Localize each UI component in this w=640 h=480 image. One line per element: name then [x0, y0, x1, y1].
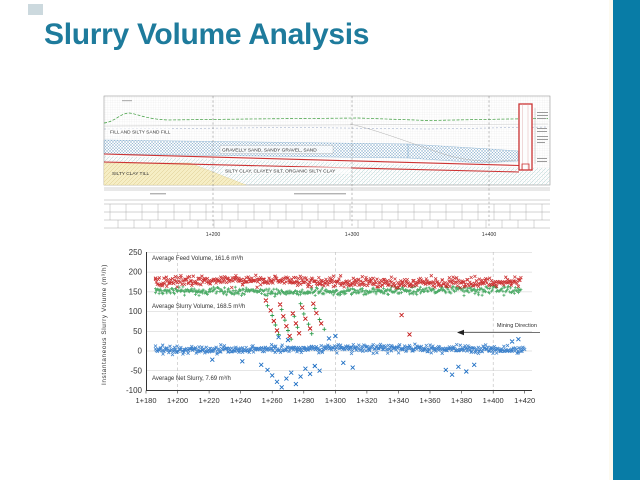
layer-gravelly-sand-pocket: [407, 143, 519, 164]
x-tick-label: 1+240: [230, 396, 251, 405]
mining-direction-label: Mining Direction: [497, 323, 537, 329]
cross-section-figure: FILL AND SILTY SAND FILL GRAVELLY SAND, …: [103, 95, 551, 238]
x-tick-label: 1+360: [419, 396, 440, 405]
ground-line: [103, 123, 549, 127]
y-tick-label: 50: [133, 327, 142, 336]
scatter-slurry: [154, 284, 523, 298]
shaft-tiny-labels: [537, 112, 548, 162]
layer-label-till: SILTY CLAY TILL: [112, 171, 149, 177]
y-axis-title: Instantaneous Slurry Volume (m³/h): [101, 264, 108, 385]
x-tick-label: 1+280: [293, 396, 314, 405]
y-tick-label: -50: [130, 366, 142, 375]
y-tick-label: 0: [138, 347, 143, 356]
y-tick-label: 250: [129, 248, 143, 257]
red-boundary-upper: [103, 153, 520, 167]
layer-label-clay: SILTY CLAY, CLAYEY SILT, ORGANIC SILTY C…: [225, 169, 336, 175]
water-dashed-line: [103, 126, 549, 130]
strip-tiny-text-2: [294, 193, 346, 195]
x-tick-label: 1+220: [199, 396, 220, 405]
layer-label-fill: FILL AND SILTY SAND FILL: [110, 130, 171, 136]
layer-label-gravel: GRAVELLY SAND, SANDY GRAVEL, SAND: [222, 148, 317, 154]
label-backing-fill: [108, 128, 172, 135]
x-tick-label: 1+300: [325, 396, 346, 405]
x-tick-label: 1+200: [167, 396, 188, 405]
x-tick-label: 1+260: [262, 396, 283, 405]
label-backing-clay: [223, 167, 351, 174]
x-tick-label: 1+180: [135, 396, 156, 405]
scatter-outliers-net: [209, 333, 521, 390]
station-dashed-lines: [212, 96, 490, 228]
shaft-bottom-box: [521, 163, 530, 171]
surface-dashed-line: [103, 112, 549, 124]
annotation-net-average: Average Net Slurry, 7.69 m³/h: [152, 376, 231, 382]
corner-chip: [28, 4, 43, 15]
station-label-1400: 1+400: [482, 232, 497, 238]
scatter-feed: [153, 273, 523, 290]
tiny-label-dash: [122, 100, 132, 102]
station-label-1200: 1+200: [206, 232, 221, 238]
page-title: Slurry Volume Analysis: [44, 18, 370, 51]
strip-table-lines: [104, 187, 550, 229]
accent-band: [613, 0, 640, 480]
x-tick-label: 1+420: [514, 396, 535, 405]
scatter-outliers-feed: [263, 298, 412, 339]
slope-line: [349, 123, 517, 162]
accent-band-gap: [609, 0, 613, 480]
y-tick-label: -100: [126, 386, 143, 395]
x-tick-label: 1+340: [388, 396, 409, 405]
x-tick-label: 1+380: [451, 396, 472, 405]
x-tick-label: 1+320: [356, 396, 377, 405]
scatter-outliers-slurry: [265, 301, 327, 342]
strip-ticks: [109, 204, 543, 228]
y-tick-label: 200: [129, 268, 143, 277]
scatter-net: [153, 342, 527, 357]
station-label-1300: 1+300: [345, 232, 360, 238]
shaft-inner-lines: [522, 104, 529, 170]
y-tick-label: 100: [129, 307, 143, 316]
strip-tiny-text-1: [150, 193, 166, 195]
label-backing-gravel: [219, 145, 334, 154]
shaft: [518, 103, 533, 171]
annotation-feed-average: Average Feed Volume, 161.6 m³/h: [152, 256, 243, 262]
annotation-slurry-average: Average Slurry Volume, 168.5 m³/h: [152, 304, 245, 310]
left-arrow-icon: [457, 329, 540, 336]
y-tick-label: 150: [129, 288, 143, 297]
x-tick-label: 1+400: [483, 396, 504, 405]
